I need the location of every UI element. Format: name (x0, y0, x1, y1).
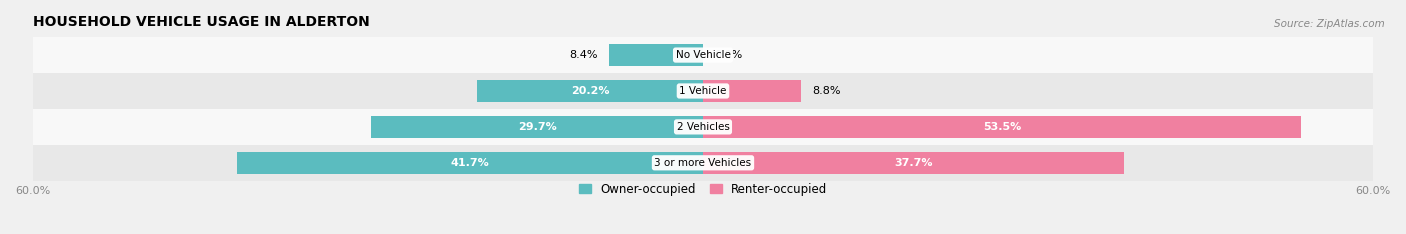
Legend: Owner-occupied, Renter-occupied: Owner-occupied, Renter-occupied (574, 178, 832, 201)
Bar (32, 109, 1374, 145)
Text: 20.2%: 20.2% (571, 86, 609, 96)
Text: 3 or more Vehicles: 3 or more Vehicles (654, 158, 752, 168)
Text: Source: ZipAtlas.com: Source: ZipAtlas.com (1274, 19, 1385, 29)
Text: 0.0%: 0.0% (714, 50, 742, 60)
Bar (32, 145, 1374, 181)
Text: 8.4%: 8.4% (569, 50, 598, 60)
Bar (609, 44, 703, 66)
Text: 8.8%: 8.8% (813, 86, 841, 96)
Bar (703, 80, 801, 102)
Text: 29.7%: 29.7% (517, 122, 557, 132)
Text: 2 Vehicles: 2 Vehicles (676, 122, 730, 132)
Text: No Vehicle: No Vehicle (675, 50, 731, 60)
Text: HOUSEHOLD VEHICLE USAGE IN ALDERTON: HOUSEHOLD VEHICLE USAGE IN ALDERTON (32, 15, 370, 29)
Bar (703, 152, 1125, 174)
Bar (32, 73, 1374, 109)
Text: 1 Vehicle: 1 Vehicle (679, 86, 727, 96)
Bar (32, 37, 1374, 73)
Text: 37.7%: 37.7% (894, 158, 932, 168)
Text: 53.5%: 53.5% (983, 122, 1021, 132)
Bar (477, 80, 703, 102)
Bar (238, 152, 703, 174)
Text: 41.7%: 41.7% (451, 158, 489, 168)
Bar (703, 116, 1301, 138)
Bar (371, 116, 703, 138)
